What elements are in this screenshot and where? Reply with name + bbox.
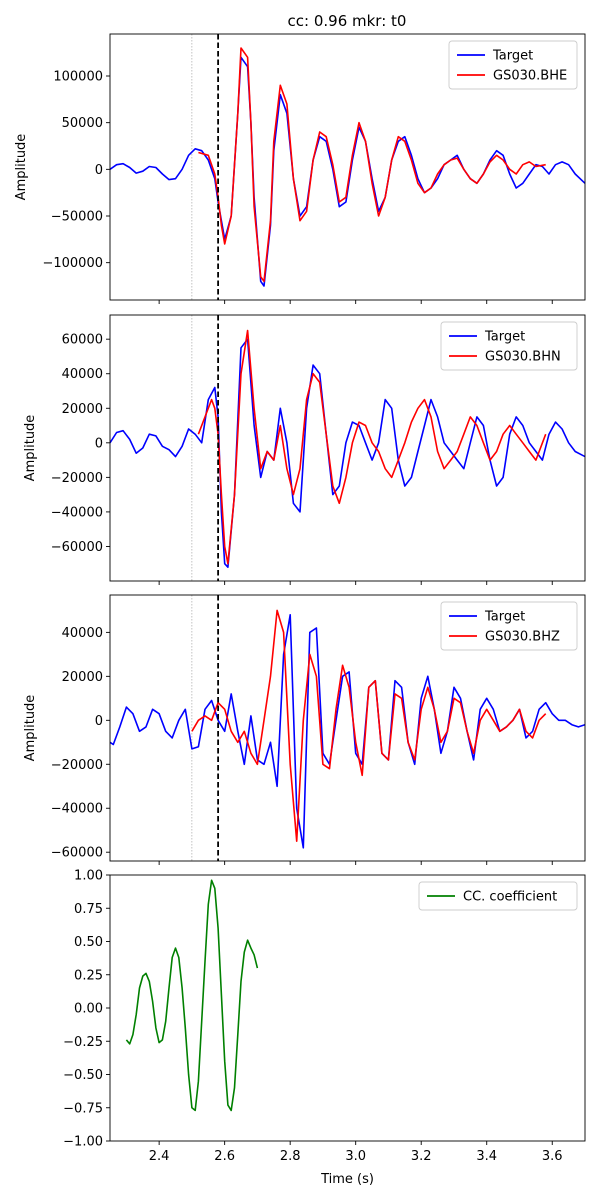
legend-box <box>448 40 578 90</box>
y-tick-label: 1.00 <box>74 869 103 884</box>
x-tick-label: 2.4 <box>149 1149 170 1164</box>
figure-title: cc: 0.96 mkr: t0 <box>288 12 407 30</box>
y-tick-label: 20000 <box>62 402 103 417</box>
legend: Target GS030.BHN <box>440 321 578 371</box>
y-tick-label: 60000 <box>62 333 103 348</box>
y-axis-label: Amplitude <box>23 695 38 762</box>
y-tick-label: 0 <box>95 714 103 729</box>
y-tick-label: −60000 <box>51 540 103 555</box>
x-axis-label: Time (s) <box>320 1172 374 1187</box>
y-tick-label: −50000 <box>51 210 103 225</box>
axes-frame <box>109 314 586 582</box>
y-axis-label: Amplitude <box>23 415 38 482</box>
y-tick-label: 20000 <box>62 670 103 685</box>
legend-box <box>440 321 578 371</box>
x-tick-label: 3.6 <box>542 1149 563 1164</box>
legend-entry-label: Target <box>484 610 525 625</box>
series-line-a <box>110 338 585 569</box>
legend-entry-label: GS030.BHE <box>493 69 567 84</box>
series-line-b <box>197 329 547 565</box>
legend: Target GS030.BHZ <box>440 601 578 651</box>
y-tick-label: −0.25 <box>63 1035 103 1050</box>
x-tick-label: 3.2 <box>411 1149 432 1164</box>
panel-2: −60000 −40000 −20000 0 20000 40000 60000 Amplit… <box>23 314 586 585</box>
legend-box <box>440 601 578 651</box>
axes-frame <box>109 33 586 301</box>
x-tick-label: 3.0 <box>345 1149 366 1164</box>
y-tick-label: −1.00 <box>63 1135 103 1150</box>
y-tick-label: 0.75 <box>74 902 103 917</box>
y-tick-label: 50000 <box>62 116 103 131</box>
legend: Target GS030.BHE <box>448 40 578 90</box>
legend: CC. coefficient <box>418 881 578 911</box>
legend-entry-label: Target <box>484 330 525 345</box>
y-tick-label: −40000 <box>51 505 103 520</box>
legend-entry-label: Target <box>492 49 533 64</box>
series-line-b <box>198 47 546 283</box>
x-tick-label: 2.6 <box>214 1149 235 1164</box>
legend-entry-label: GS030.BHZ <box>485 630 560 645</box>
x-tick-label: 3.4 <box>476 1149 497 1164</box>
legend-entry-label: GS030.BHN <box>485 350 561 365</box>
series-line-a <box>125 879 259 1112</box>
y-tick-label: 0.50 <box>74 935 103 950</box>
y-axis-label: Amplitude <box>14 134 29 201</box>
y-tick-label: −20000 <box>51 758 103 773</box>
y-tick-label: 0 <box>95 163 103 178</box>
y-tick-label: 0.25 <box>74 968 103 983</box>
y-tick-label: −40000 <box>51 802 103 817</box>
y-tick-label: −60000 <box>51 846 103 861</box>
axes-frame <box>109 874 586 1142</box>
y-tick-label: −100000 <box>42 256 103 271</box>
legend-box <box>418 881 578 911</box>
legend-entry-label: CC. coefficient <box>463 890 557 905</box>
panel-4: −1.00 −0.75 −0.50 −0.25 0.00 0.25 0.50 0.75 1.00… <box>63 869 586 1187</box>
y-tick-label: 0 <box>95 436 103 451</box>
y-tick-label: 0.00 <box>74 1002 103 1017</box>
y-tick-label: 100000 <box>53 70 103 85</box>
axes-frame <box>109 594 586 862</box>
y-tick-label: −0.50 <box>63 1068 103 1083</box>
y-tick-label: 40000 <box>62 626 103 641</box>
y-tick-label: 40000 <box>62 367 103 382</box>
y-tick-label: −20000 <box>51 471 103 486</box>
y-tick-label: −0.75 <box>63 1101 103 1116</box>
panel-1: −100000 −50000 0 50000 100000 Amplitude Target… <box>14 33 586 304</box>
x-tick-label: 2.8 <box>280 1149 301 1164</box>
series-line-b <box>191 609 547 843</box>
panel-3: −60000 −40000 −20000 0 20000 40000 Amplitude Ta… <box>23 594 586 865</box>
